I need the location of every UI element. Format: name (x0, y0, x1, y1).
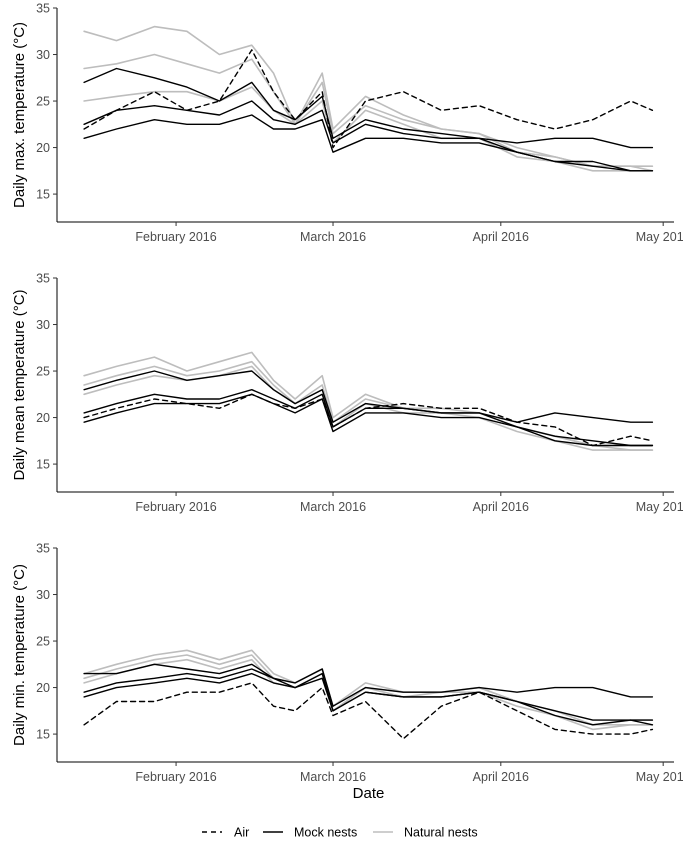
series-line-mock-nests-6 (83, 114, 654, 172)
series-line-air-7 (83, 393, 654, 447)
legend-label-air: Air (234, 826, 249, 840)
y-tick-label: 35 (36, 542, 50, 556)
y-axis-title: Daily max. temperature (°C) (11, 22, 28, 208)
panel-min-temperature: 15 20 25 30 35 February 2016 March 2016 April 2… (11, 542, 683, 803)
series-line-natural-nests-3 (83, 86, 654, 172)
series-line-air-7 (83, 49, 654, 149)
y-tick-label: 25 (36, 365, 50, 379)
series-line-natural-nests-1 (83, 25, 654, 172)
series-line-mock-nests-4 (83, 370, 654, 423)
chart-panels: 15 20 25 30 35 February 2016 March 2016 April 2… (11, 2, 683, 803)
y-tick-label: 30 (36, 318, 50, 332)
x-tick-label: February 2016 (135, 770, 216, 784)
y-tick-label: 20 (36, 681, 50, 695)
series-line-mock-nests-5 (83, 389, 654, 447)
y-tick-label: 30 (36, 588, 50, 602)
y-tick-label: 20 (36, 411, 50, 425)
x-tick-label: April 2016 (473, 770, 529, 784)
y-tick-label: 35 (36, 2, 50, 16)
panel-max-temperature: 15 20 25 30 35 February 2016 March 2016 April 2… (11, 2, 683, 245)
y-tick-label: 15 (36, 458, 50, 472)
series-line-natural-nests-2 (83, 53, 654, 167)
series-line-mock-nests-5 (83, 668, 654, 721)
x-tick-label: May 2016 (636, 770, 683, 784)
series-line-mock-nests-6 (83, 393, 654, 447)
x-tick-label: May 2016 (636, 500, 683, 514)
x-tick-label: April 2016 (473, 230, 529, 244)
x-tick-label: March 2016 (300, 500, 366, 514)
legend-label-mock-nests: Mock nests (294, 826, 357, 840)
x-tick-label: February 2016 (135, 500, 216, 514)
panel-mean-temperature: 15 20 25 30 35 February 2016 March 2016 April 2… (11, 272, 683, 515)
y-tick-label: 25 (36, 95, 50, 109)
x-tick-label: March 2016 (300, 770, 366, 784)
y-axis-title: Daily mean temperature (°C) (11, 289, 28, 480)
y-tick-label: 30 (36, 48, 50, 62)
x-tick-label: February 2016 (135, 230, 216, 244)
series-line-mock-nests-4 (83, 663, 654, 707)
y-tick-label: 35 (36, 272, 50, 286)
x-tick-label: May 2016 (636, 230, 683, 244)
y-tick-label: 20 (36, 141, 50, 155)
chart-legend: Air Mock nests Natural nests (202, 826, 478, 840)
series-line-mock-nests-6 (83, 672, 654, 726)
series-line-mock-nests-4 (83, 67, 654, 149)
x-tick-label: April 2016 (473, 500, 529, 514)
y-tick-label: 15 (36, 188, 50, 202)
x-axis-title: Date (353, 785, 385, 802)
legend-label-natural-nests: Natural nests (404, 826, 478, 840)
y-tick-label: 25 (36, 635, 50, 649)
series-line-air-7 (83, 682, 654, 740)
y-tick-label: 15 (36, 728, 50, 742)
x-tick-label: March 2016 (300, 230, 366, 244)
y-axis-title: Daily min. temperature (°C) (11, 564, 28, 746)
